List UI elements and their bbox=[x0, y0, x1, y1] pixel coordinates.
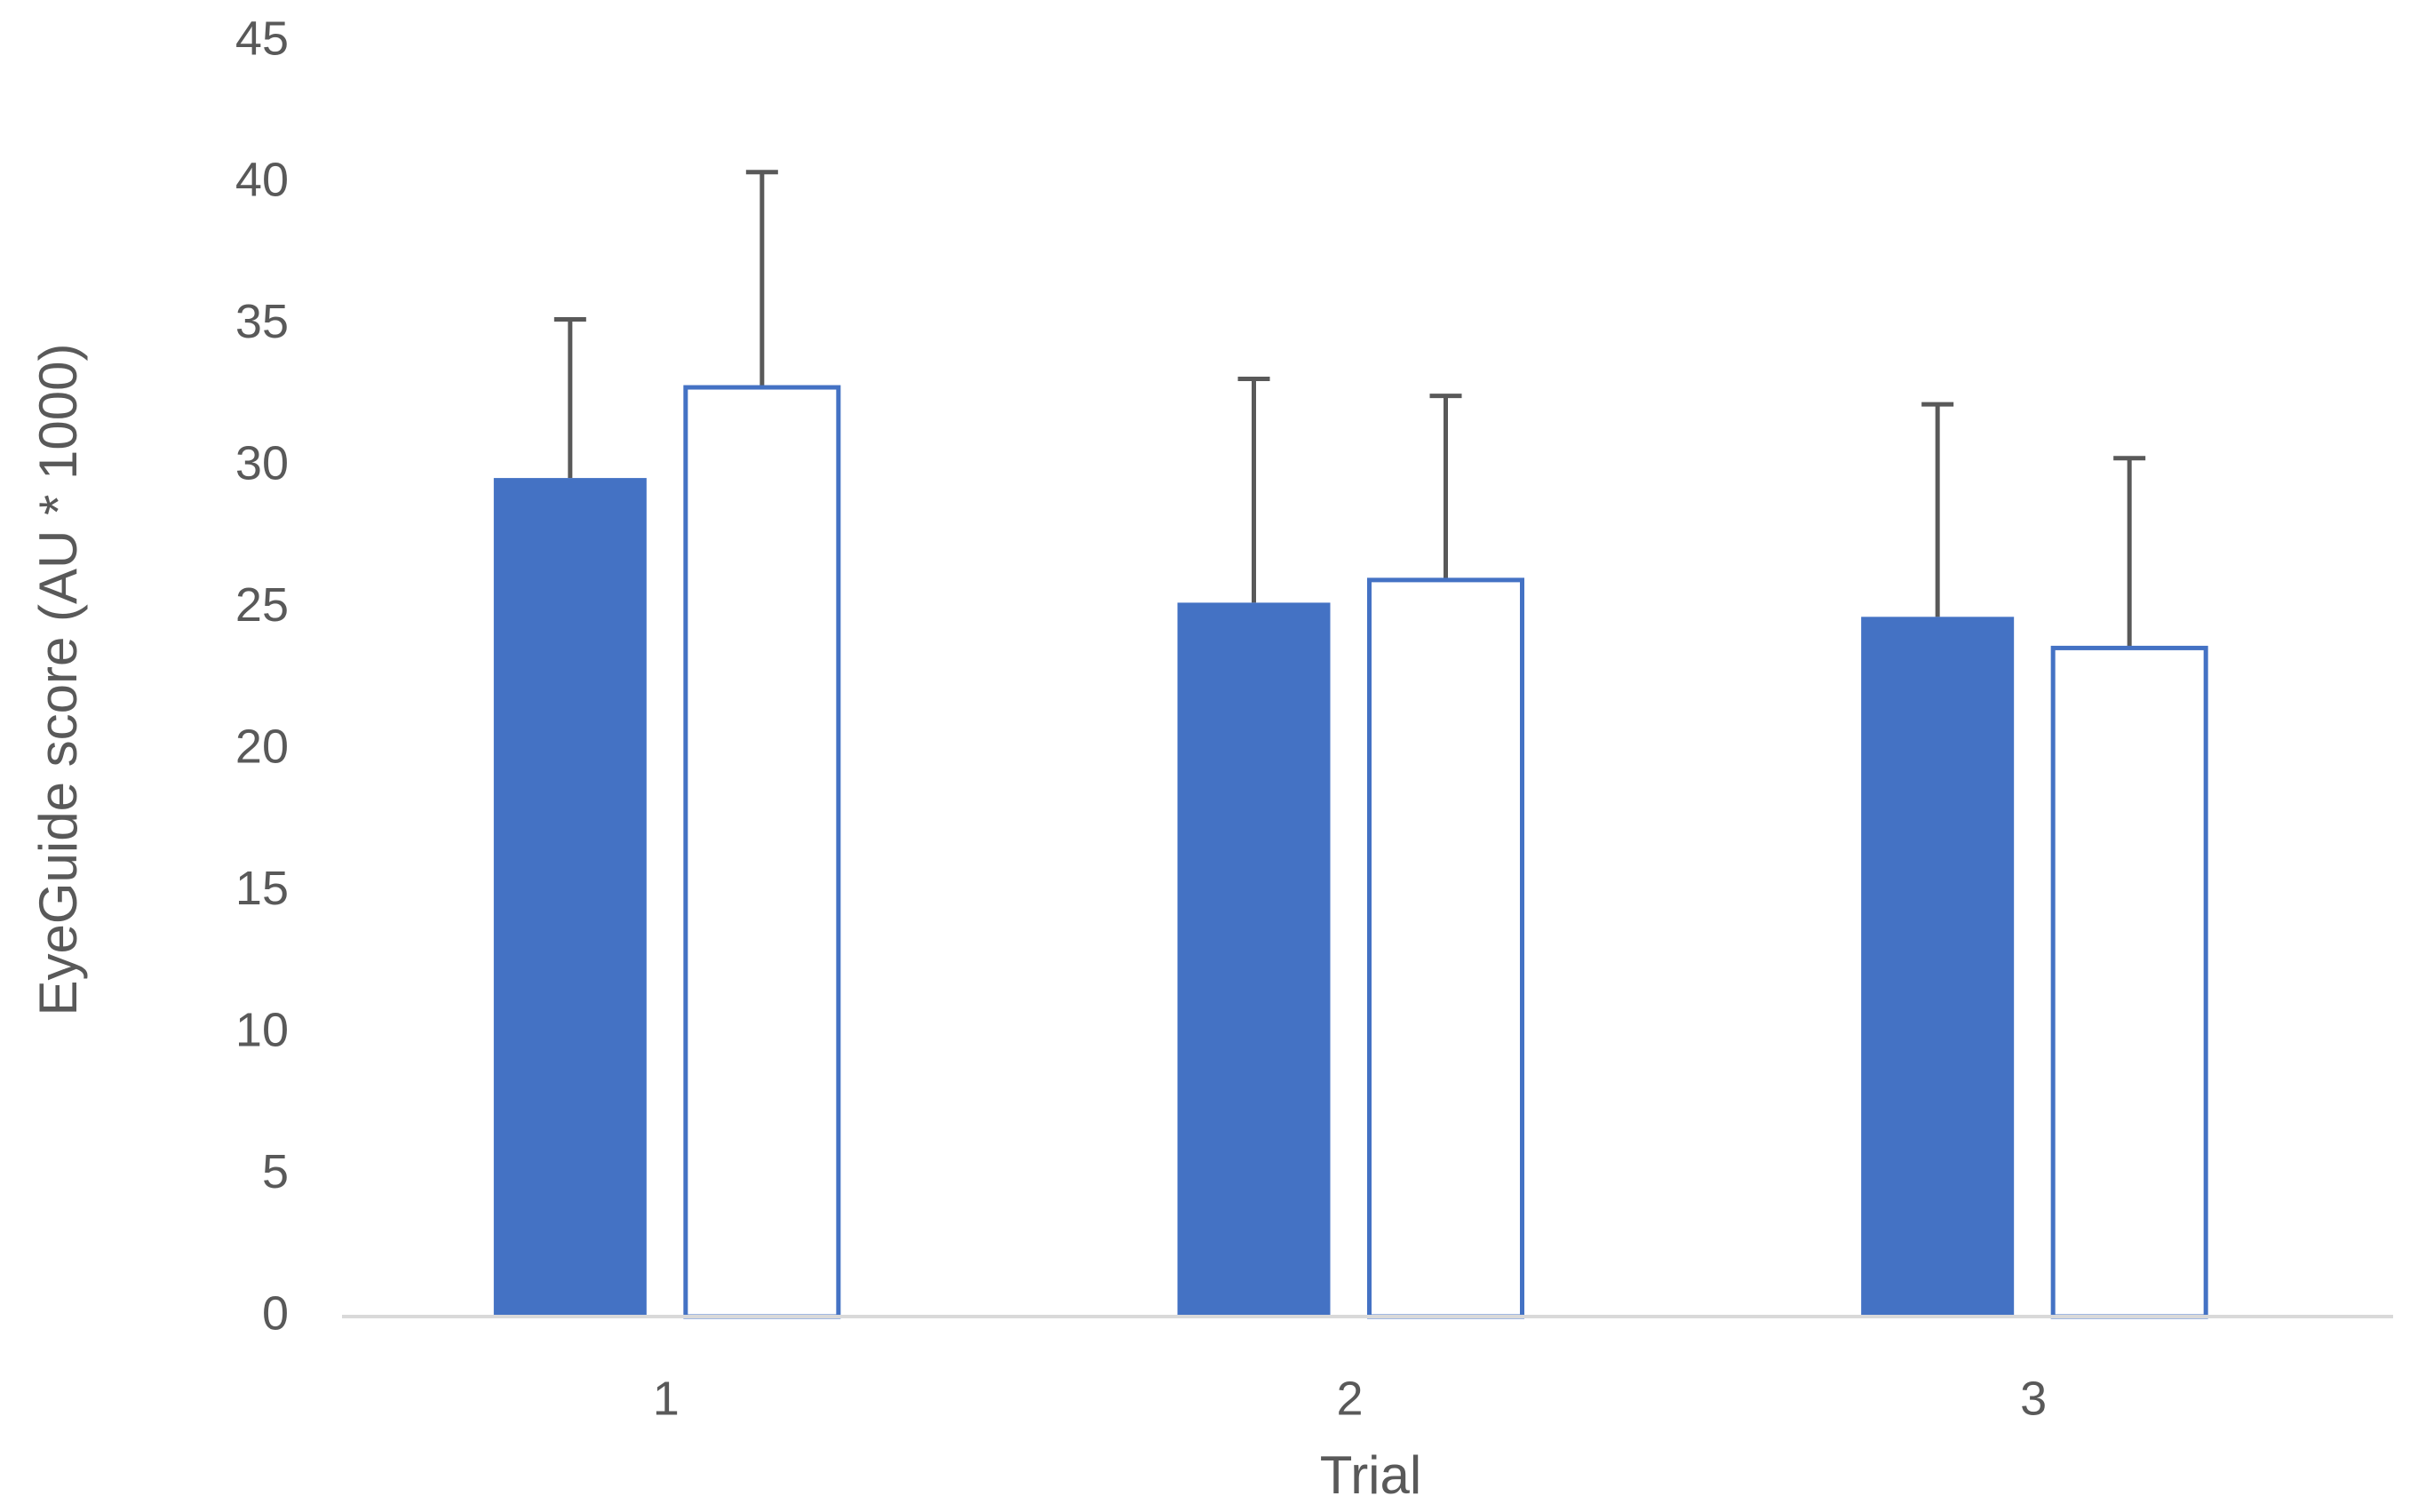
bar bbox=[2050, 645, 2208, 1319]
y-tick-label: 15 bbox=[235, 862, 289, 915]
bar bbox=[1367, 577, 1524, 1319]
x-tick-label: 2 bbox=[1336, 1372, 1363, 1425]
bar bbox=[683, 385, 841, 1319]
x-tick-label: 3 bbox=[2020, 1372, 2047, 1425]
y-tick-label: 25 bbox=[235, 578, 289, 632]
x-tick-label: 1 bbox=[653, 1372, 680, 1425]
y-axis-label: EyeGuide score (AU * 1000) bbox=[28, 343, 88, 1015]
y-tick-label: 35 bbox=[235, 295, 289, 348]
y-tick-label: 10 bbox=[235, 1003, 289, 1056]
y-tick-label: 20 bbox=[235, 720, 289, 773]
y-tick-label: 0 bbox=[262, 1286, 289, 1340]
y-tick-label: 40 bbox=[235, 154, 289, 207]
x-axis-label: Trial bbox=[1320, 1445, 1421, 1505]
y-tick-label: 5 bbox=[262, 1145, 289, 1198]
bar bbox=[1177, 602, 1331, 1317]
bar bbox=[1861, 617, 2015, 1317]
y-tick-label: 30 bbox=[235, 437, 289, 490]
bar bbox=[493, 478, 647, 1317]
y-tick-label: 45 bbox=[235, 12, 289, 65]
